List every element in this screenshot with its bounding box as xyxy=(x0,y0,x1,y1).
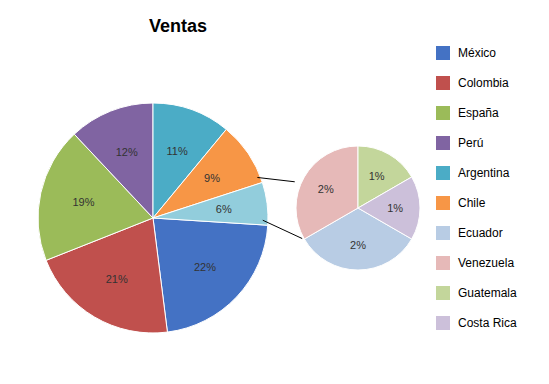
html-text:Guatemala: Guatemala xyxy=(458,286,517,300)
html-text:Chile: Chile xyxy=(458,196,486,210)
html-text:Perú: Perú xyxy=(458,136,484,150)
svg-text:11%: 11% xyxy=(167,145,188,157)
html-text:España: España xyxy=(458,106,499,120)
svg-text:9%: 9% xyxy=(204,172,220,184)
svg-text:22%: 22% xyxy=(194,261,216,273)
html-text:Ecuador: Ecuador xyxy=(458,226,503,240)
svg-text:19%: 19% xyxy=(72,196,94,208)
html-text:México: México xyxy=(458,46,496,60)
html-text:Colombia: Colombia xyxy=(458,76,509,90)
html-text:Argentina: Argentina xyxy=(458,166,510,180)
svg-text:2%: 2% xyxy=(350,239,366,251)
html-text:Costa Rica: Costa Rica xyxy=(458,316,517,330)
html-text:Venezuela: Venezuela xyxy=(458,256,515,270)
svg-text:6%: 6% xyxy=(216,203,232,215)
svg-text:12%: 12% xyxy=(116,146,138,158)
svg-text:1%: 1% xyxy=(387,202,403,214)
svg-text:2%: 2% xyxy=(318,183,334,195)
html-text:Ventas: Ventas xyxy=(149,16,207,36)
svg-text:21%: 21% xyxy=(106,273,128,285)
svg-text:1%: 1% xyxy=(369,170,385,182)
